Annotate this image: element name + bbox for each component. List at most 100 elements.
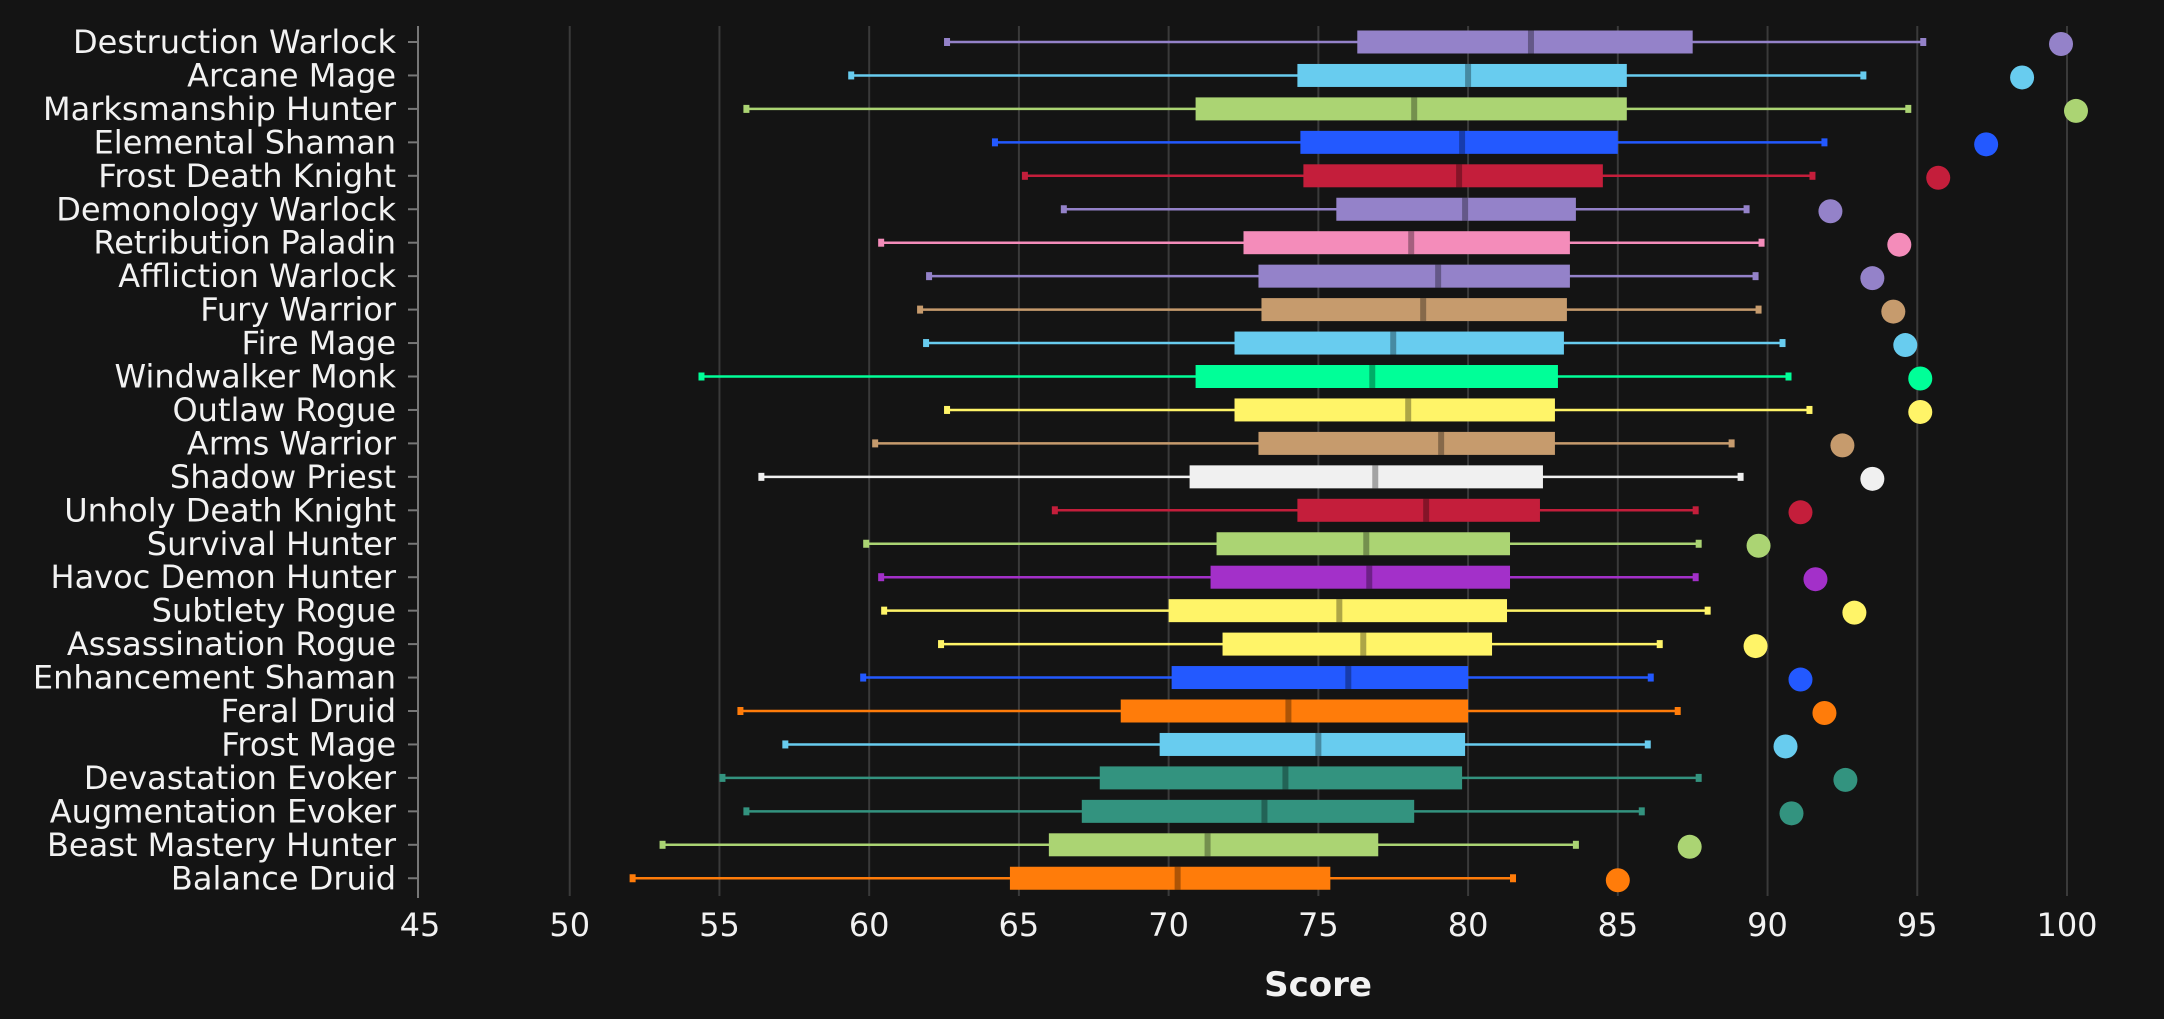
box-frost-death-knight (1021, 164, 1951, 190)
whisker-cap-max-survival-hunter (1695, 539, 1702, 548)
whisker-cap-max-demonology-warlock (1743, 205, 1750, 214)
whisker-cap-min-survival-hunter (863, 539, 870, 548)
whisker-cap-max-subtlety-rogue (1704, 606, 1711, 615)
median-marker-affliction-warlock (1435, 264, 1442, 288)
whisker-cap-min-fire-mage (923, 339, 930, 348)
best-point-frost-death-knight (1926, 165, 1951, 190)
category-label-beast-mastery-hunter: Beast Mastery Hunter (47, 826, 397, 864)
median-marker-destruction-warlock (1527, 30, 1534, 54)
best-point-demonology-warlock (1818, 199, 1843, 224)
whisker-cap-max-devastation-evoker (1695, 773, 1702, 782)
category-label-enhancement-shaman: Enhancement Shaman (33, 659, 396, 697)
box-marksmanship-hunter (743, 97, 2088, 123)
median-marker-augmentation-evoker (1261, 799, 1268, 823)
whisker-cap-min-affliction-warlock (926, 272, 933, 281)
iqr-box-marksmanship-hunter (1195, 97, 1627, 121)
category-label-subtlety-rogue: Subtlety Rogue (152, 592, 396, 630)
box-fury-warrior (917, 298, 1906, 324)
whisker-cap-max-shadow-priest (1737, 472, 1744, 481)
whisker-cap-max-destruction-warlock (1920, 38, 1927, 46)
iqr-box-elemental-shaman (1300, 130, 1618, 154)
best-point-affliction-warlock (1860, 266, 1885, 291)
median-marker-shadow-priest (1372, 465, 1379, 489)
median-marker-frost-mage (1315, 732, 1322, 756)
whisker-cap-min-outlaw-rogue (944, 405, 951, 414)
box-assassination-rogue (938, 632, 1768, 659)
whisker-cap-min-havoc-demon-hunter (878, 573, 885, 582)
category-label-frost-death-knight: Frost Death Knight (98, 157, 396, 195)
median-marker-unholy-death-knight (1423, 498, 1430, 522)
whisker-cap-min-frost-death-knight (1021, 171, 1028, 180)
whisker-cap-max-windwalker-monk (1785, 372, 1792, 381)
whisker-cap-max-arms-warrior (1728, 439, 1735, 448)
category-label-unholy-death-knight: Unholy Death Knight (64, 491, 396, 529)
x-tick-label-55: 55 (699, 906, 740, 944)
x-tick-label-90: 90 (1747, 906, 1788, 944)
whisker-cap-min-destruction-warlock (944, 38, 951, 46)
median-marker-beast-mastery-hunter (1204, 833, 1211, 857)
box-demonology-warlock (1060, 197, 1843, 224)
box-elemental-shaman (991, 130, 1999, 157)
whisker-cap-min-augmentation-evoker (743, 807, 750, 816)
iqr-box-subtlety-rogue (1168, 599, 1508, 623)
whisker-cap-max-beast-mastery-hunter (1572, 840, 1579, 849)
best-point-marksmanship-hunter (2063, 98, 2088, 123)
category-label-feral-druid: Feral Druid (221, 692, 396, 730)
best-point-havoc-demon-hunter (1803, 567, 1828, 592)
whisker-cap-max-unholy-death-knight (1692, 506, 1699, 515)
whisker-cap-max-fire-mage (1779, 339, 1786, 348)
median-marker-outlaw-rogue (1405, 398, 1412, 422)
category-label-affliction-warlock: Affliction Warlock (118, 257, 396, 295)
best-point-feral-druid (1812, 701, 1837, 725)
iqr-box-augmentation-evoker (1081, 799, 1415, 823)
x-tick-label-95: 95 (1897, 906, 1938, 944)
best-point-destruction-warlock (2049, 32, 2074, 56)
box-enhancement-shaman (860, 666, 1813, 692)
box-subtlety-rogue (881, 599, 1867, 625)
box-augmentation-evoker (743, 799, 1804, 826)
whisker-cap-max-elemental-shaman (1821, 138, 1828, 147)
box-affliction-warlock (926, 264, 1885, 291)
best-point-survival-hunter (1746, 533, 1771, 558)
x-tick-label-85: 85 (1597, 906, 1638, 944)
whisker-cap-max-augmentation-evoker (1638, 807, 1645, 816)
best-point-beast-mastery-hunter (1677, 834, 1702, 859)
box-windwalker-monk (698, 365, 1933, 391)
x-tick-label-80: 80 (1448, 906, 1489, 944)
whisker-cap-min-beast-mastery-hunter (659, 840, 666, 849)
whisker-cap-min-elemental-shaman (991, 138, 998, 147)
median-marker-balance-druid (1174, 866, 1181, 890)
iqr-box-fury-warrior (1261, 298, 1567, 322)
iqr-box-enhancement-shaman (1171, 666, 1469, 690)
best-point-frost-mage (1773, 734, 1798, 759)
whisker-cap-max-affliction-warlock (1752, 272, 1759, 281)
best-point-windwalker-monk (1908, 366, 1933, 391)
iqr-box-beast-mastery-hunter (1048, 833, 1379, 857)
iqr-box-retribution-paladin (1243, 231, 1570, 255)
box-arcane-mage (848, 63, 2035, 90)
category-label-frost-mage: Frost Mage (221, 725, 396, 763)
box-retribution-paladin (878, 231, 1912, 257)
median-marker-enhancement-shaman (1345, 666, 1352, 690)
iqr-box-windwalker-monk (1195, 365, 1558, 388)
best-point-outlaw-rogue (1908, 399, 1933, 424)
median-marker-elemental-shaman (1459, 130, 1466, 154)
whisker-cap-max-frost-death-knight (1809, 171, 1816, 180)
iqr-box-arms-warrior (1258, 431, 1555, 455)
x-tick-label-45: 45 (400, 906, 441, 944)
whisker-cap-min-enhancement-shaman (860, 673, 867, 682)
whisker-cap-min-subtlety-rogue (881, 606, 888, 615)
iqr-box-feral-druid (1120, 699, 1469, 723)
median-marker-devastation-evoker (1282, 766, 1289, 790)
best-point-devastation-evoker (1833, 767, 1858, 792)
median-marker-subtlety-rogue (1336, 599, 1343, 623)
category-label-windwalker-monk: Windwalker Monk (115, 358, 397, 396)
box-fire-mage (923, 331, 1918, 358)
whisker-cap-max-fury-warrior (1755, 305, 1762, 314)
best-point-shadow-priest (1860, 466, 1885, 491)
median-marker-windwalker-monk (1369, 365, 1376, 388)
box-feral-druid (737, 699, 1837, 725)
median-marker-survival-hunter (1363, 532, 1370, 556)
box-devastation-evoker (719, 766, 1858, 792)
x-axis-title: Score (1264, 965, 1372, 1005)
